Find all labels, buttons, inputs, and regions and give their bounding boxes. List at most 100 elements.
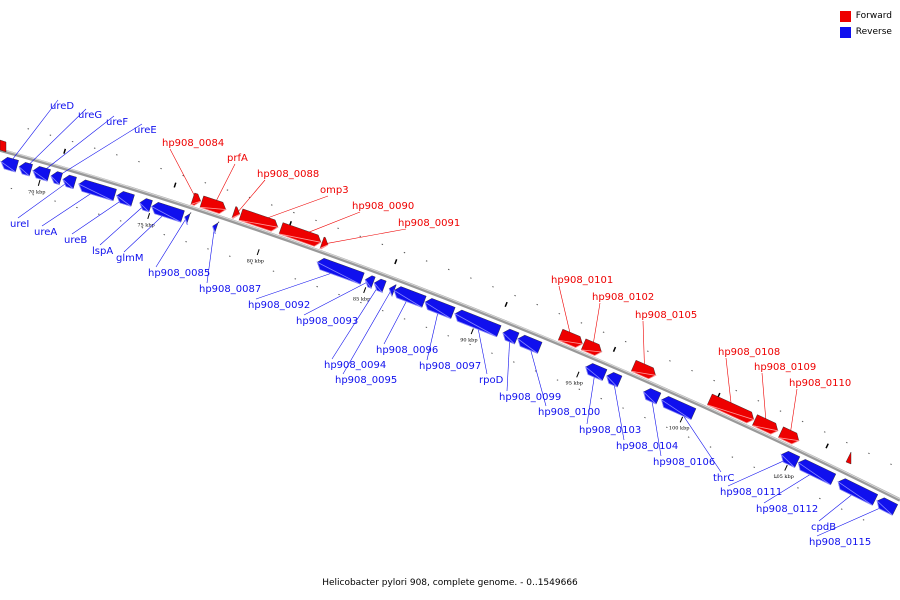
- gene-highlight: [876, 499, 893, 516]
- gene-label[interactable]: hp908_0101: [551, 275, 613, 286]
- leader-line: [528, 343, 547, 407]
- gene-label[interactable]: ureG: [78, 110, 102, 121]
- gene-label[interactable]: hp908_0104: [616, 441, 678, 452]
- minor-tick: [558, 312, 561, 315]
- gene-highlight: [199, 206, 228, 215]
- minor-tick: [713, 379, 715, 382]
- leader-line: [71, 197, 125, 235]
- leader-line: [642, 320, 645, 371]
- gene-hp908_0099[interactable]: [502, 328, 520, 345]
- gene-label[interactable]: hp908_0085: [148, 268, 210, 279]
- gene-label[interactable]: rpoD: [479, 375, 504, 386]
- gene-label[interactable]: hp908_0094: [324, 360, 386, 371]
- leader-line: [236, 179, 266, 214]
- gene-label[interactable]: glmM: [116, 253, 144, 264]
- gene-label[interactable]: hp908_0110: [789, 378, 851, 389]
- gene-label[interactable]: ureE: [134, 125, 157, 136]
- gene-hp908_0111[interactable]: [781, 451, 801, 468]
- gene-label[interactable]: ureF: [106, 117, 128, 128]
- minor-tick: [514, 294, 516, 297]
- gene-ureF[interactable]: [32, 166, 51, 182]
- minor-tick: [492, 286, 494, 288]
- gene-highlight: [0, 160, 16, 173]
- gene-label[interactable]: ureB: [64, 235, 87, 246]
- gene-label[interactable]: hp908_0088: [257, 169, 319, 180]
- minor-tick: [425, 326, 428, 329]
- gene-label[interactable]: hp908_0093: [296, 316, 358, 327]
- gene-label[interactable]: lspA: [92, 246, 113, 257]
- gene-label[interactable]: ureI: [10, 219, 29, 230]
- minor-tick: [779, 410, 782, 412]
- gene-label[interactable]: hp908_0112: [756, 504, 818, 515]
- gene-highlight: [373, 282, 384, 294]
- leader-line: [8, 99, 59, 165]
- minor-tick: [622, 407, 624, 409]
- minor-tick: [709, 446, 712, 448]
- gene-features: [0, 139, 899, 516]
- minor-tick: [447, 268, 450, 271]
- minor-tick: [868, 452, 870, 455]
- scale-marks: 70 kbp 75 kbp 80 kbp 85 kbp 90 kbp 95 kbp 100 …: [28, 148, 829, 480]
- scale-label: 85 kbp: [353, 296, 370, 302]
- gene-label[interactable]: hp908_0084: [162, 138, 224, 149]
- gene-label[interactable]: omp3: [320, 185, 349, 196]
- leader-line: [476, 322, 488, 375]
- minor-tick: [687, 436, 690, 438]
- gene-label[interactable]: hp908_0109: [754, 362, 816, 373]
- gene-ureI[interactable]: [62, 174, 77, 189]
- gene-label[interactable]: hp908_0100: [538, 407, 600, 418]
- gene-label[interactable]: hp908_0097: [419, 361, 481, 372]
- gene-label[interactable]: hp908_0105: [635, 310, 697, 321]
- gene-label[interactable]: hp908_0099: [499, 392, 561, 403]
- minor-tick: [491, 352, 493, 354]
- gene-label[interactable]: thrC: [713, 473, 734, 484]
- minor-tick: [757, 400, 760, 402]
- gene-label[interactable]: hp908_0115: [809, 537, 871, 548]
- gene-label[interactable]: hp908_0108: [718, 347, 780, 358]
- minor-tick: [823, 431, 826, 433]
- gene-ureD[interactable]: [0, 157, 19, 173]
- gene-rpoD[interactable]: [454, 309, 502, 338]
- leader-line: [255, 270, 340, 300]
- gene-label[interactable]: hp908_0090: [352, 201, 414, 212]
- scale-label: 95 kbp: [566, 381, 583, 387]
- gene-label[interactable]: hp908_0096: [376, 345, 438, 356]
- gene-highlight: [584, 365, 603, 381]
- major-tick: [173, 182, 177, 188]
- gene-label[interactable]: ureD: [50, 101, 74, 112]
- gene-label[interactable]: hp908_0092: [248, 300, 310, 311]
- gene-label[interactable]: hp908_0111: [720, 487, 782, 498]
- leader-line: [426, 307, 440, 361]
- gene-ureB[interactable]: [116, 191, 135, 207]
- gene-label[interactable]: hp908_0091: [398, 218, 460, 229]
- gene-highlight: [212, 226, 217, 235]
- gene-label[interactable]: prfA: [227, 153, 248, 164]
- gene-hp908_0104[interactable]: [606, 372, 623, 388]
- leader-line: [612, 378, 625, 441]
- gene-omp3[interactable]: [238, 208, 279, 232]
- scale-tick: [784, 464, 788, 471]
- major-tick: [63, 148, 67, 154]
- minor-ticks: [10, 128, 892, 521]
- gene-ureG[interactable]: [18, 162, 33, 177]
- gene-highlight: [424, 301, 452, 319]
- scale-tick: [470, 328, 474, 335]
- gene-label[interactable]: hp908_0095: [335, 375, 397, 386]
- gene-label[interactable]: hp908_0087: [199, 284, 261, 295]
- minor-tick: [600, 397, 603, 400]
- minor-tick: [534, 370, 537, 372]
- gene-label[interactable]: hp908_0106: [653, 457, 715, 468]
- gene-cpdB[interactable]: [837, 478, 879, 506]
- major-tick: [504, 301, 508, 308]
- gene-label[interactable]: ureA: [34, 227, 57, 238]
- genome-backbone: [0, 148, 900, 502]
- leader-line: [206, 226, 215, 284]
- gene-hp908_0106[interactable]: [643, 388, 662, 405]
- leader-line: [40, 115, 115, 174]
- gene-label[interactable]: hp908_0102: [592, 292, 654, 303]
- leader-line: [324, 228, 407, 245]
- gene-label[interactable]: hp908_0103: [579, 425, 641, 436]
- leader-line: [155, 217, 187, 268]
- scale-label: 90 kbp: [460, 338, 477, 344]
- gene-label[interactable]: cpdB: [811, 522, 836, 533]
